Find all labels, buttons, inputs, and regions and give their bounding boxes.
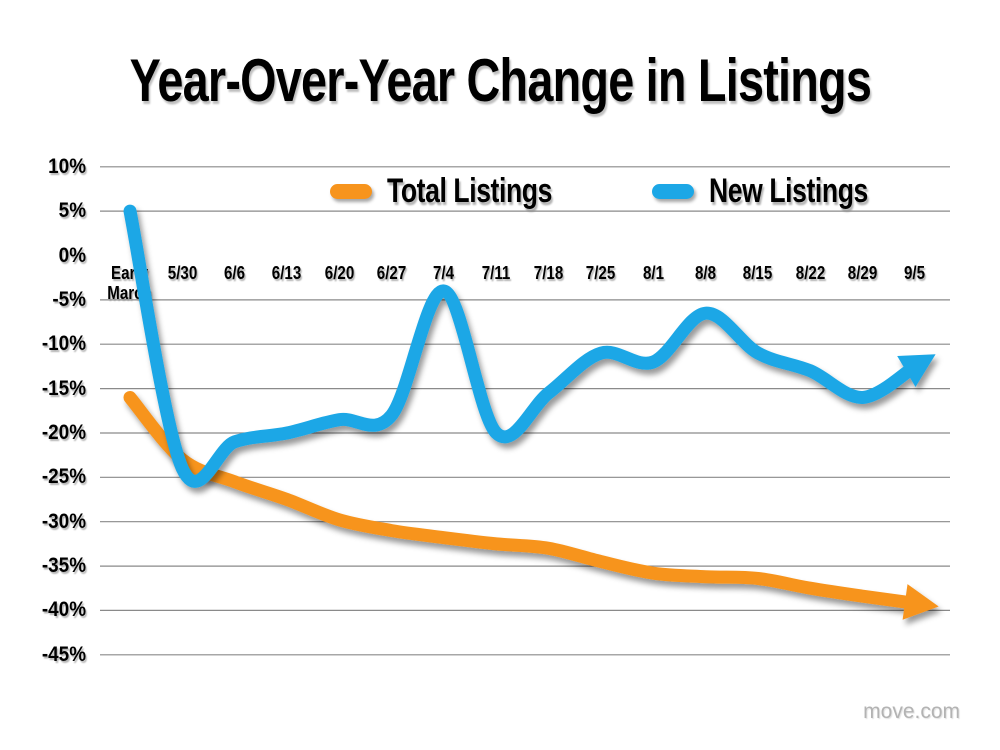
x-tick-text: 8/8 xyxy=(695,263,717,283)
y-tick-label: -15% xyxy=(41,376,86,400)
legend-item-total-listings: Total Listings xyxy=(330,172,598,211)
y-tick-label: -40% xyxy=(41,598,86,622)
series-total-path xyxy=(123,391,922,610)
series-new-arrowhead-icon xyxy=(897,354,936,387)
x-tick-text: 8/1 xyxy=(642,263,664,283)
chart-title: Year-Over-Year Change in Listings xyxy=(129,47,871,114)
legend: Total Listings New Listings xyxy=(330,172,913,211)
y-tick-label: -20% xyxy=(41,421,86,444)
title-wrap: Year-Over-Year Change in Listings xyxy=(0,46,1000,115)
legend-item-new-listings: New Listings xyxy=(652,172,913,211)
y-tick-label: 10% xyxy=(48,154,86,178)
total-listings-swatch-icon xyxy=(330,184,372,199)
y-tick-label: -35% xyxy=(41,554,86,578)
legend-label-new-listings: New Listings xyxy=(709,172,869,210)
x-tick-text: 7/4 xyxy=(433,263,455,283)
gridlines xyxy=(100,166,950,656)
total-listings-line xyxy=(123,391,939,620)
dashed-underlay-line xyxy=(129,393,916,602)
x-tick-text: 6/6 xyxy=(224,263,246,283)
y-tick-label: -25% xyxy=(41,465,86,489)
y-tick-label: -30% xyxy=(41,509,86,533)
y-tick-label: 0% xyxy=(58,243,86,267)
series-total-arrowhead-icon xyxy=(902,584,939,620)
y-tick-label: -5% xyxy=(52,287,86,311)
x-tick-text: 9/5 xyxy=(904,263,926,283)
new-listings-swatch-icon xyxy=(652,184,695,199)
series-new-path xyxy=(123,204,922,488)
watermark-move-com: move.com xyxy=(863,700,960,723)
dashed-underlay-line xyxy=(128,207,916,480)
y-tick-label: -10% xyxy=(41,332,86,356)
x-tick-label: 9/5 xyxy=(873,263,957,283)
y-tick-label: -45% xyxy=(41,642,86,666)
y-tick-label: 5% xyxy=(58,199,86,223)
legend-label-total-listings: Total Listings xyxy=(387,172,552,210)
new-listings-line xyxy=(123,204,936,488)
